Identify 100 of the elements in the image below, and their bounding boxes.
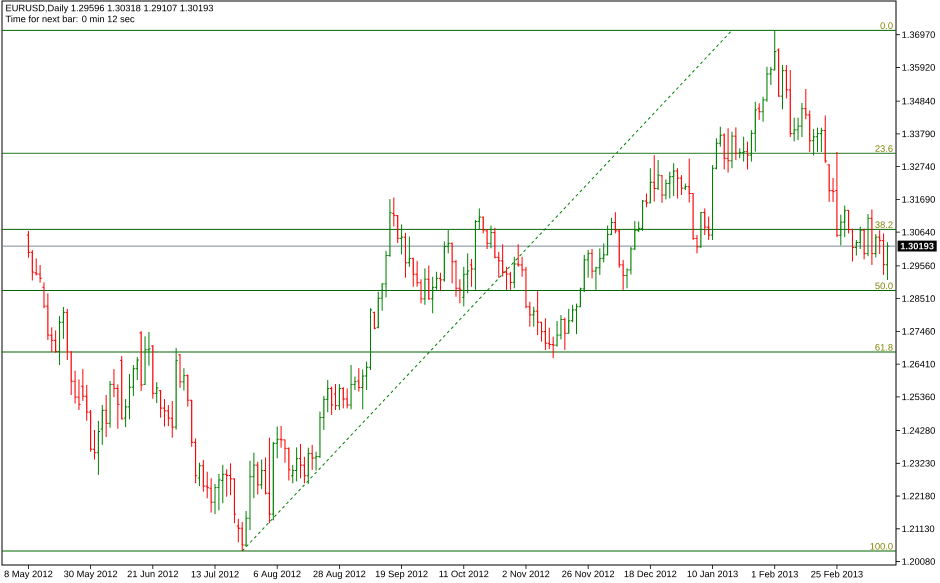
x-tick-label: 13 Jul 2012 — [192, 570, 239, 578]
candlestick — [260, 459, 264, 490]
candlestick — [154, 382, 159, 404]
candlestick — [532, 306, 536, 328]
candlestick — [722, 132, 726, 170]
x-tick-label: 26 Nov 2012 — [562, 570, 614, 578]
candlestick — [178, 354, 182, 388]
candlestick — [220, 464, 225, 504]
y-tick-label: 1.35920 — [902, 64, 935, 71]
y-tick-label: 1.29560 — [902, 262, 935, 270]
candlestick — [356, 368, 361, 392]
candlestick — [819, 127, 824, 152]
candlestick — [566, 308, 571, 334]
candlestick — [348, 364, 354, 410]
x-tick-label: 8 May 2012 — [4, 570, 52, 580]
candlestick — [224, 468, 229, 498]
candlestick — [76, 378, 82, 410]
candlestick — [675, 168, 680, 199]
candlestick — [827, 164, 832, 202]
x-tick-label: 1 Feb 2013 — [752, 570, 798, 578]
candlestick — [57, 316, 62, 366]
candlestick — [516, 244, 520, 268]
candlestick — [547, 327, 552, 350]
candlestick — [866, 214, 870, 257]
candlestick — [780, 64, 785, 110]
candlestick — [734, 126, 738, 161]
y-tick-label: 1.34840 — [902, 98, 935, 104]
candlestick — [874, 234, 878, 258]
x-tick-label: 25 Feb 2013 — [811, 570, 863, 578]
candlestick — [842, 205, 847, 238]
annotation: 61.8 — [875, 344, 893, 351]
candlestick — [170, 400, 174, 438]
candlestick — [702, 208, 707, 236]
candlestick — [492, 227, 498, 259]
candlestick — [333, 384, 338, 410]
candlestick — [862, 228, 866, 260]
candlestick — [197, 462, 202, 487]
candlestick — [664, 178, 668, 200]
y-tick-label: 1.23230 — [902, 460, 935, 467]
candlestick — [38, 264, 42, 284]
candlestick — [858, 226, 862, 250]
x-tick-label: 21 Jun 2012 — [128, 570, 178, 578]
candlestick — [551, 336, 556, 359]
candlestick — [648, 168, 652, 204]
candlestick — [757, 102, 762, 120]
y-tick-label: 1.24280 — [902, 427, 935, 434]
candlestick — [120, 355, 124, 420]
candlestick — [834, 151, 840, 238]
candlestick — [730, 131, 734, 169]
annotation: 50.0 — [875, 282, 893, 290]
candlestick — [306, 447, 310, 484]
candlestick — [776, 48, 781, 98]
candlestick — [462, 266, 466, 307]
x-tick-label: 30 May 2012 — [64, 570, 118, 580]
candlestick — [870, 208, 874, 266]
candlestick — [881, 232, 886, 276]
candlestick — [788, 69, 792, 138]
candlestick — [399, 224, 404, 255]
y-tick-label: 1.30640 — [902, 228, 935, 236]
annotation: 38.2 — [875, 221, 893, 228]
candlestick — [182, 368, 186, 392]
candlestick — [294, 446, 299, 482]
candlestick — [236, 518, 240, 543]
candlestick — [792, 117, 796, 142]
candlestick — [823, 114, 828, 164]
candlestick — [212, 483, 218, 515]
candlestick — [772, 30, 777, 70]
candlestick — [150, 344, 155, 400]
candlestick — [469, 258, 474, 288]
candlestick — [216, 473, 222, 511]
candlestick — [640, 200, 645, 232]
annotation: 23.6 — [875, 145, 893, 152]
candlestick — [698, 212, 704, 248]
candlestick — [139, 330, 144, 392]
candlestick — [808, 110, 812, 152]
x-tick-label: 10 Jan 2013 — [688, 570, 738, 578]
candlestick — [488, 225, 494, 249]
candlestick — [426, 265, 431, 300]
candlestick — [271, 441, 276, 521]
candlestick — [512, 256, 516, 289]
candlestick — [372, 311, 377, 330]
candlestick — [108, 380, 112, 428]
candlestick — [598, 248, 602, 276]
candlestick — [644, 192, 649, 208]
candlestick — [302, 456, 307, 484]
candlestick — [753, 101, 758, 152]
candlestick — [466, 252, 470, 294]
x-tick-label: 28 Aug 2012 — [313, 570, 366, 580]
candlestick — [652, 154, 656, 202]
y-tick-label: 1.21130 — [902, 526, 934, 532]
candlestick — [396, 214, 400, 244]
candlestick — [811, 128, 816, 156]
candlestick — [438, 272, 443, 292]
candlestick — [232, 478, 237, 524]
chart-title: EURUSD,Daily 1.29596 1.30318 1.29107 1.30193 — [6, 4, 214, 14]
y-tick-label: 1.33790 — [902, 130, 935, 138]
candlestick — [745, 141, 750, 170]
candlestick — [554, 320, 560, 348]
candlestick — [508, 271, 513, 290]
candlestick — [742, 136, 746, 162]
